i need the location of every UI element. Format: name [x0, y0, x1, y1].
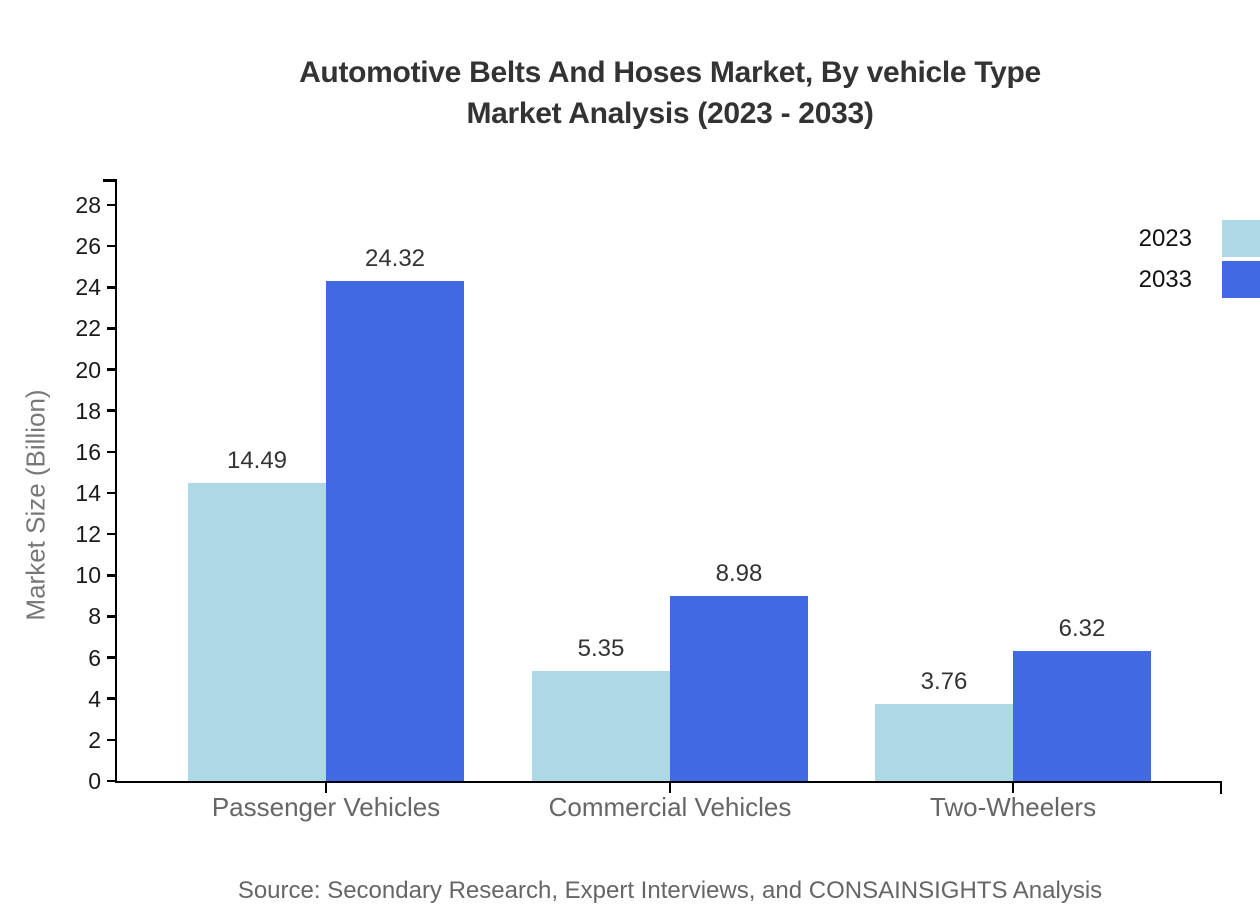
y-tick-mark [107, 409, 117, 412]
bar-value-label: 3.76 [920, 667, 968, 695]
y-tick-label: 4 [88, 685, 101, 712]
y-tick-label: 6 [88, 644, 101, 671]
y-axis-title: Market Size (Billion) [20, 389, 51, 621]
y-tick-label: 26 [75, 233, 101, 260]
source-note: Source: Secondary Research, Expert Inter… [237, 877, 1103, 904]
y-tick-label: 8 [88, 603, 101, 630]
bar-2023 [875, 703, 1013, 781]
y-tick-mark [107, 327, 117, 330]
bar-value-label: 8.98 [715, 560, 763, 588]
y-tick-mark [107, 203, 117, 207]
legend-color-swatch [1222, 261, 1260, 298]
y-tick-label: 14 [75, 480, 101, 506]
y-axis-line [114, 179, 117, 783]
bar-value-label: 5.35 [577, 634, 625, 662]
bar-2023 [532, 670, 670, 781]
bar-value-label: 14.49 [226, 446, 288, 474]
legend: 2023 2033 [1139, 220, 1260, 298]
y-tick-mark [107, 491, 117, 495]
bar-2033 [326, 280, 464, 781]
y-tick-mark [107, 368, 117, 371]
x-category-label: Passenger Vehicles [211, 792, 441, 822]
y-tick-label: 10 [75, 562, 101, 589]
bar-2023 [188, 482, 326, 781]
y-tick-label: 20 [75, 356, 101, 383]
x-axis-end-cap [1219, 780, 1222, 794]
y-tick-mark [107, 656, 117, 659]
y-tick-label: 12 [75, 521, 101, 548]
legend-label: 2033 [1138, 265, 1192, 293]
y-tick-label: 18 [75, 397, 101, 424]
y-tick-mark [107, 738, 117, 742]
chart-title-line2: Market Analysis (2023 - 2033) [466, 97, 874, 130]
y-tick-mark [107, 532, 117, 536]
legend-item-2023: 2023 [1139, 220, 1260, 257]
chart-title-line1: Automotive Belts And Hoses Market, By ve… [299, 56, 1041, 89]
y-tick-mark [107, 244, 117, 248]
y-tick-mark [107, 574, 117, 577]
bar-value-label: 6.32 [1058, 614, 1106, 642]
y-tick-label: 28 [75, 192, 101, 218]
y-axis-end-cap [103, 179, 117, 182]
y-tick-label: 22 [75, 315, 101, 342]
y-tick-mark [107, 779, 117, 783]
chart-title: Automotive Belts And Hoses Market, By ve… [80, 52, 1260, 134]
y-tick-label: 0 [88, 768, 101, 794]
y-tick-label: 16 [75, 438, 101, 465]
x-axis-line [114, 780, 1222, 783]
bar-value-label: 24.32 [364, 244, 426, 272]
bar-2033 [1013, 650, 1151, 781]
y-tick-mark [107, 615, 117, 618]
bar-2033 [670, 596, 808, 781]
y-tick-mark [107, 286, 117, 289]
x-tick-mark [668, 781, 672, 793]
y-tick-mark [107, 697, 117, 700]
x-tick-mark [1011, 781, 1015, 793]
legend-item-2033: 2033 [1139, 261, 1260, 298]
legend-color-swatch [1222, 220, 1260, 257]
x-tick-mark [324, 781, 328, 793]
y-tick-label: 2 [88, 726, 101, 753]
y-tick-mark [107, 450, 117, 454]
x-category-label: Commercial Vehicles [548, 792, 792, 822]
legend-label: 2023 [1138, 224, 1192, 252]
x-category-label: Two-Wheelers [929, 792, 1097, 822]
y-tick-label: 24 [75, 274, 101, 301]
